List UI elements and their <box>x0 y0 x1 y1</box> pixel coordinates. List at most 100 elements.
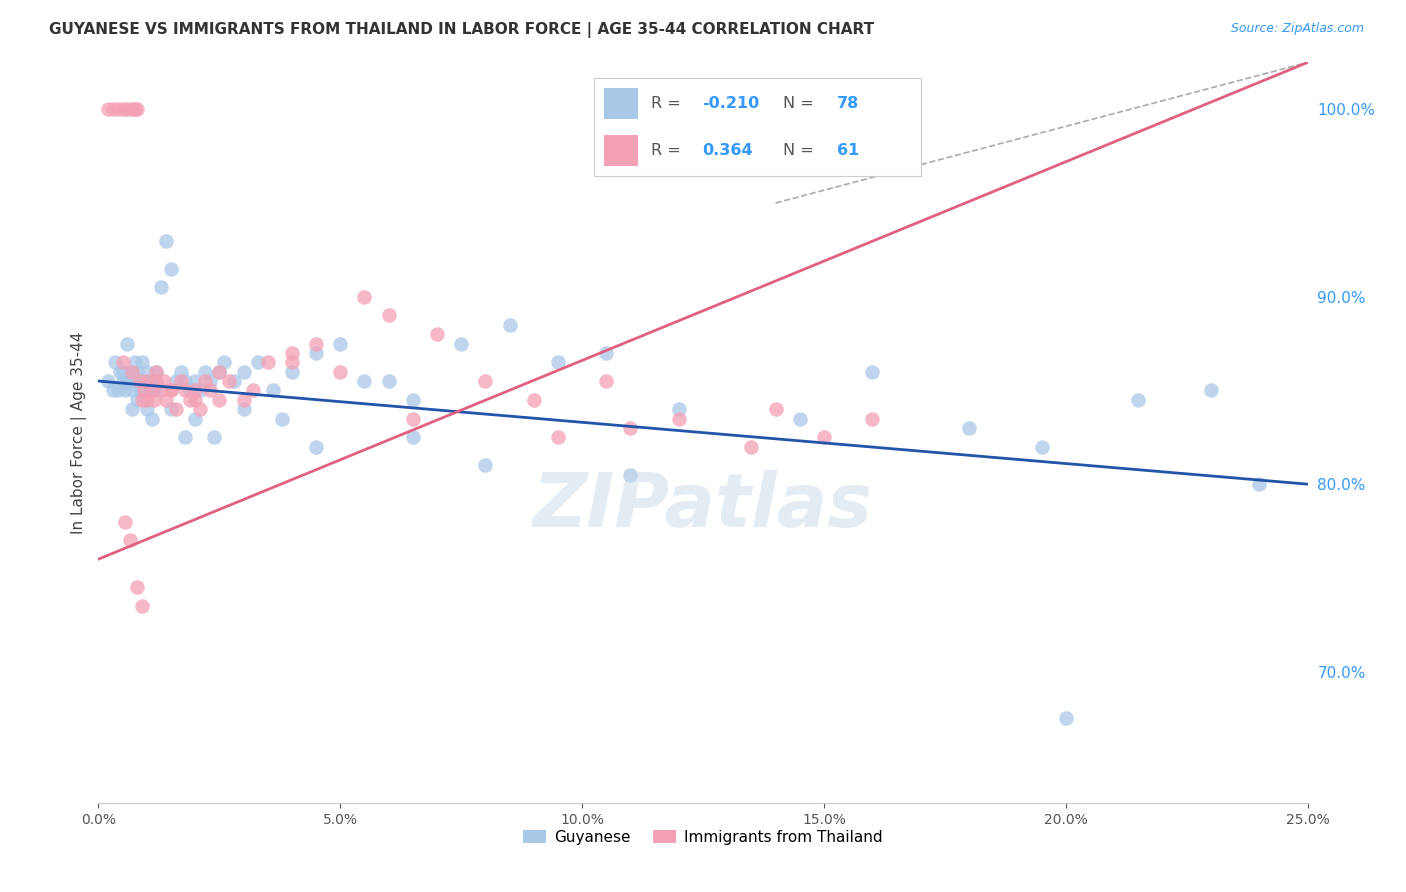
Point <box>222 374 245 388</box>
Point <box>329 365 352 379</box>
Point <box>131 599 153 613</box>
Point <box>523 392 546 407</box>
Point <box>135 384 157 398</box>
Point <box>165 374 187 388</box>
Point <box>247 355 270 369</box>
Point <box>184 392 207 407</box>
Text: N =: N = <box>783 96 814 111</box>
Point <box>184 411 207 425</box>
Text: Source: ZipAtlas.com: Source: ZipAtlas.com <box>1230 22 1364 36</box>
Point <box>281 346 304 360</box>
Point <box>165 402 187 417</box>
Point <box>1054 711 1077 725</box>
Point <box>1199 384 1222 398</box>
Point <box>204 430 226 444</box>
Point <box>121 384 143 398</box>
Point <box>498 318 520 332</box>
Point <box>179 384 201 398</box>
Point <box>595 346 617 360</box>
Point <box>174 374 197 388</box>
Point <box>145 365 167 379</box>
Point <box>117 374 139 388</box>
Point <box>135 392 157 407</box>
Point <box>619 467 641 482</box>
Point <box>135 402 157 417</box>
Point <box>957 421 980 435</box>
Point <box>114 515 136 529</box>
Point <box>127 580 149 594</box>
Point <box>138 374 160 388</box>
Point <box>179 392 201 407</box>
Point <box>134 384 156 398</box>
Legend: Guyanese, Immigrants from Thailand: Guyanese, Immigrants from Thailand <box>517 823 889 851</box>
Point <box>305 440 328 454</box>
Point <box>114 384 136 398</box>
Bar <box>605 136 638 166</box>
Point <box>860 365 883 379</box>
Point <box>150 280 173 294</box>
Point <box>111 355 134 369</box>
Point <box>134 374 156 388</box>
Point <box>188 402 211 417</box>
Point <box>160 402 183 417</box>
Point <box>174 430 197 444</box>
Point <box>208 365 231 379</box>
Bar <box>605 88 638 119</box>
Point <box>377 374 399 388</box>
Point <box>188 384 211 398</box>
Point <box>108 365 131 379</box>
Point <box>212 355 235 369</box>
Point <box>121 103 143 117</box>
Point <box>256 355 278 369</box>
Point <box>121 402 143 417</box>
Point <box>101 103 124 117</box>
Point <box>124 355 146 369</box>
Point <box>121 365 143 379</box>
Point <box>169 365 191 379</box>
Point <box>547 430 569 444</box>
Point <box>426 327 449 342</box>
Point <box>208 365 231 379</box>
Point <box>111 365 134 379</box>
Point <box>174 384 197 398</box>
Point <box>198 374 221 388</box>
Point <box>118 533 141 548</box>
Point <box>127 392 149 407</box>
Point <box>124 103 146 117</box>
Point <box>242 384 264 398</box>
Point <box>740 440 762 454</box>
Point <box>194 374 217 388</box>
Point <box>141 411 163 425</box>
Point <box>450 336 472 351</box>
Point <box>101 384 124 398</box>
Point <box>127 365 149 379</box>
Point <box>305 336 328 351</box>
Point <box>305 346 328 360</box>
Point <box>595 374 617 388</box>
Point <box>402 430 425 444</box>
Text: 0.364: 0.364 <box>702 144 752 158</box>
Point <box>1249 477 1271 491</box>
Point <box>329 336 352 351</box>
Point <box>353 290 375 304</box>
Point <box>547 355 569 369</box>
Point <box>169 374 191 388</box>
Point <box>141 384 163 398</box>
Point <box>668 411 690 425</box>
Point <box>1031 440 1053 454</box>
Point <box>107 103 129 117</box>
Point <box>145 374 167 388</box>
Text: -0.210: -0.210 <box>702 96 759 111</box>
Point <box>232 365 254 379</box>
Point <box>474 458 496 473</box>
Point <box>150 384 173 398</box>
Point <box>789 411 811 425</box>
Y-axis label: In Labor Force | Age 35-44: In Labor Force | Age 35-44 <box>72 332 87 533</box>
Text: R =: R = <box>651 96 681 111</box>
Point <box>104 355 127 369</box>
Point <box>131 384 153 398</box>
Text: GUYANESE VS IMMIGRANTS FROM THAILAND IN LABOR FORCE | AGE 35-44 CORRELATION CHAR: GUYANESE VS IMMIGRANTS FROM THAILAND IN … <box>49 22 875 38</box>
Point <box>107 384 129 398</box>
Point <box>117 336 139 351</box>
Point <box>860 411 883 425</box>
